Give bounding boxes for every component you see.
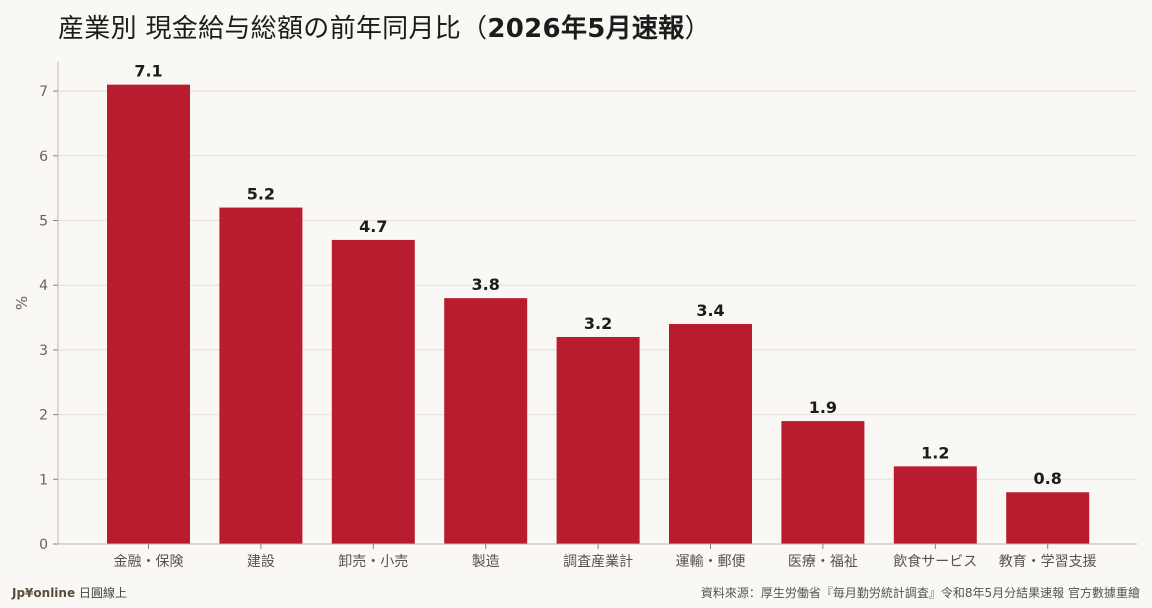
x-tick-label: 調査産業計 bbox=[563, 554, 633, 570]
x-tick-label: 製造 bbox=[472, 554, 500, 570]
bar bbox=[444, 298, 528, 544]
data-label: 3.4 bbox=[696, 301, 724, 320]
data-label: 3.2 bbox=[584, 314, 612, 333]
x-tick-label: 医療・福祉 bbox=[788, 553, 858, 570]
y-tick-label: 7 bbox=[39, 84, 48, 100]
brand-suffix: 日圓線上 bbox=[75, 586, 127, 600]
x-tick-label: 金融・保険 bbox=[114, 554, 184, 570]
title-bold: 2026年5月速報 bbox=[487, 14, 685, 44]
data-label: 5.2 bbox=[247, 185, 275, 204]
y-axis-label: % bbox=[13, 296, 31, 310]
x-tick-label: 飲食サービス bbox=[893, 553, 977, 570]
data-label: 4.7 bbox=[359, 217, 387, 236]
x-tick-label: 建設 bbox=[247, 554, 275, 570]
y-tick-label: 2 bbox=[39, 408, 48, 424]
x-tick-label: 卸売・小売 bbox=[338, 554, 408, 570]
brand-footer: Jp¥online 日圓線上 bbox=[12, 584, 127, 601]
bar bbox=[219, 207, 303, 544]
bar bbox=[556, 336, 640, 544]
data-label: 1.2 bbox=[921, 443, 949, 462]
title-suffix: ） bbox=[684, 14, 711, 44]
x-tick-label: 教育・学習支援 bbox=[999, 554, 1097, 570]
data-label: 1.9 bbox=[809, 398, 837, 417]
page-title: 産業別 現金給与総額の前年同月比（2026年5月速報） bbox=[58, 8, 711, 45]
axes-layer: 0 1 2 3 4 5 6 7% 金融・保険 建設 卸売・小売 製造 調査産業計 運輸・郵便 医療・福祉 飲食… bbox=[13, 62, 1137, 570]
bars-layer bbox=[107, 84, 1090, 545]
y-tick-label: 3 bbox=[39, 343, 48, 359]
brand-name: Jp¥online bbox=[12, 586, 76, 600]
title-prefix: 産業別 現金給与総額の前年同月比（ bbox=[58, 14, 488, 44]
data-label: 0.8 bbox=[1034, 469, 1062, 488]
bar bbox=[1006, 492, 1090, 544]
bar bbox=[107, 84, 190, 545]
bar bbox=[781, 421, 865, 544]
bar bbox=[669, 324, 752, 544]
bar bbox=[331, 239, 415, 544]
y-tick-label: 6 bbox=[39, 149, 48, 165]
source-note: 資料來源：厚生労働省『毎月勤労統計調査』令和8年5月分結果速報 官方數據重繪 bbox=[700, 586, 1140, 600]
y-tick-label: 1 bbox=[39, 472, 48, 488]
x-tick-label: 運輸・郵便 bbox=[676, 554, 746, 570]
data-label: 7.1 bbox=[134, 62, 162, 81]
y-tick-label: 4 bbox=[39, 278, 48, 294]
y-tick-label: 0 bbox=[39, 537, 48, 553]
y-tick-label: 5 bbox=[39, 214, 48, 230]
labels-layer: 7.1 5.2 4.7 3.8 3.2 3.4 1.9 1.2 0.8 bbox=[134, 62, 1062, 489]
data-label: 3.8 bbox=[472, 275, 500, 294]
bar bbox=[893, 466, 977, 544]
